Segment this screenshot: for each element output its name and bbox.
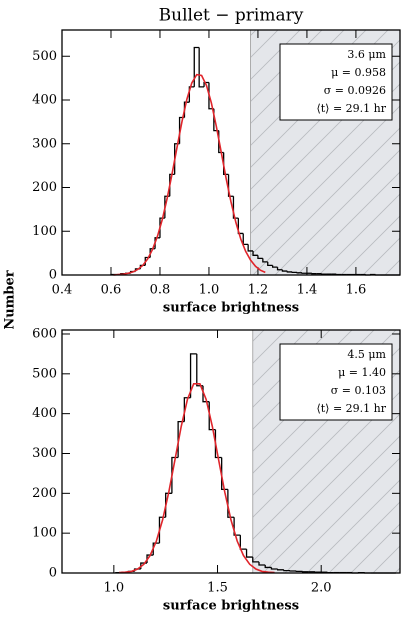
x-tick-label: 1.0 [103,581,124,596]
y-tick-label: 100 [32,526,57,541]
histogram-bin [247,549,253,557]
annotation: μ = 1.40 [338,366,386,379]
x-axis-label: surface brightness [163,301,299,316]
annotation: 4.5 μm [347,348,386,361]
x-axis-label: surface brightness [163,599,299,614]
y-tick-label: 0 [49,268,57,283]
y-tick-label: 200 [32,486,57,501]
annotation: μ = 0.958 [331,66,386,79]
y-tick-label: 300 [32,446,57,461]
x-tick-label: 2.0 [311,581,332,596]
annotation: ⟨t⟩ = 29.1 hr [316,102,386,115]
annotation: σ = 0.103 [331,384,386,397]
chart-title: Bullet − primary [159,6,304,26]
x-tick-label: 1.2 [248,283,269,298]
fit-curve [119,384,275,573]
x-tick-label: 0.6 [101,283,122,298]
histogram-bin [215,430,221,458]
y-tick-label: 200 [32,180,57,195]
histogram-bin [243,233,248,244]
histogram-bin [197,354,203,386]
x-tick-label: 1.5 [207,581,228,596]
x-tick-label: 0.4 [52,283,73,298]
y-axis-label: Number [3,270,18,329]
y-tick-label: 100 [32,224,57,239]
y-tick-label: 400 [32,93,57,108]
y-tick-label: 600 [32,326,57,341]
y-tick-label: 500 [32,49,57,64]
annotation: σ = 0.0926 [324,84,386,97]
y-tick-label: 500 [32,366,57,381]
x-tick-label: 1.6 [346,283,367,298]
annotation: 3.6 μm [347,48,386,61]
annotation: ⟨t⟩ = 29.1 hr [316,402,386,415]
y-tick-label: 0 [49,566,57,581]
fit-curve [113,75,265,275]
y-tick-label: 400 [32,406,57,421]
x-tick-label: 0.8 [150,283,171,298]
histogram-bin [240,535,246,549]
x-tick-label: 1.4 [297,283,318,298]
y-tick-label: 300 [32,136,57,151]
histogram-bin [199,48,204,87]
histogram-bin [194,48,199,87]
x-tick-label: 1.0 [199,283,220,298]
